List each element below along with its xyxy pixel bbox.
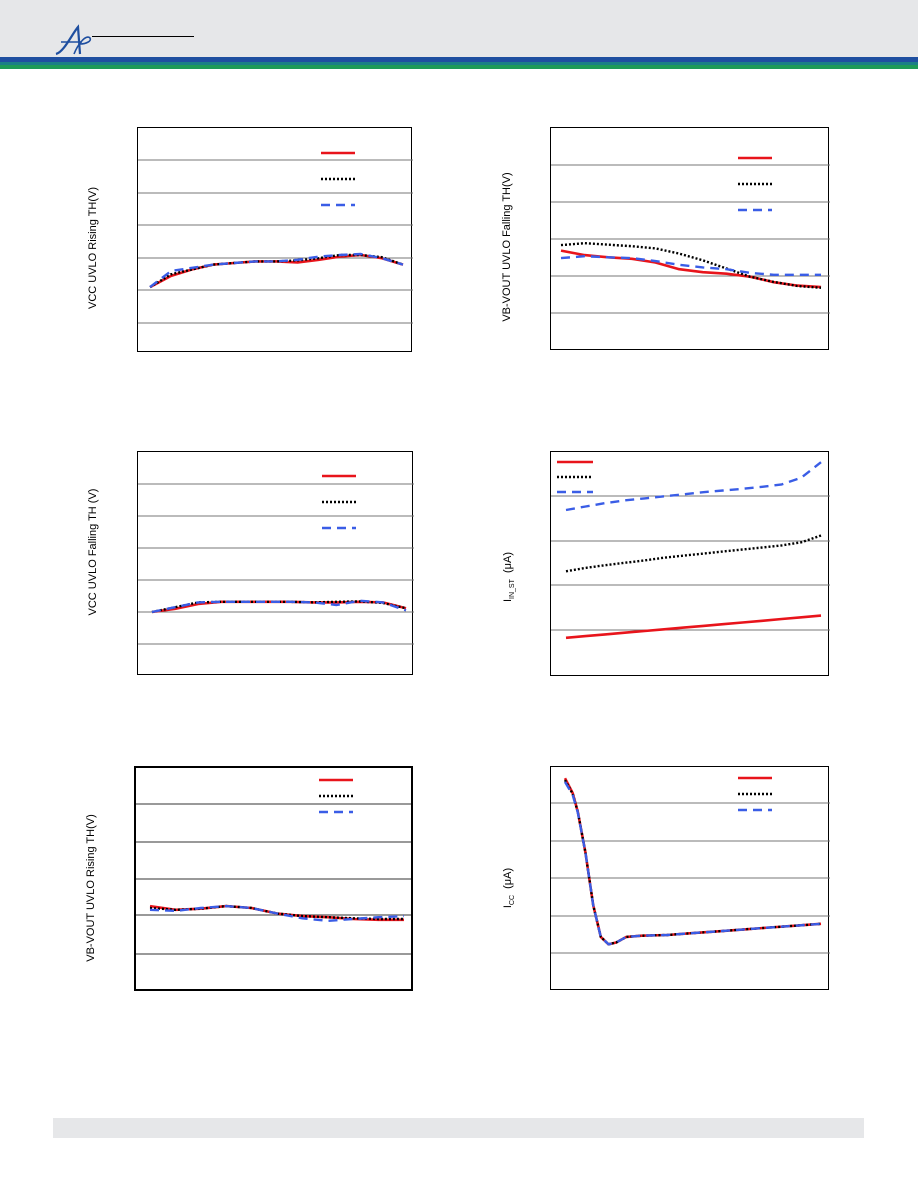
chart-vb-vout-uvlo-falling [551, 156, 830, 314]
y-axis-label: VCC UVLO Falling TH (V) [87, 488, 99, 616]
y-axis-label: ICC (μA) [502, 868, 516, 908]
plot-vcc-uvlo-falling [137, 451, 414, 675]
y-axis-label-subscript: IN_ST [509, 579, 517, 599]
header-rule [92, 36, 194, 37]
chart-iin-st [551, 460, 830, 640]
series-line [560, 254, 821, 277]
header-stripe-blue [0, 57, 918, 62]
series-line [560, 249, 822, 289]
chart-icc [551, 776, 830, 954]
series-line [560, 241, 822, 289]
chart-vcc-uvlo-rising [138, 151, 413, 324]
y-axis-label: IIN_ST (μA) [502, 552, 516, 602]
series-line [565, 614, 822, 640]
y-axis-label-main: I [501, 905, 514, 909]
y-axis-label-main: I [501, 598, 514, 603]
plot-vb-vout-uvlo-rising [134, 766, 413, 991]
plot-iin-st [550, 451, 830, 676]
series-line [149, 253, 404, 289]
y-axis-label: VB-VOUT UVLO Rising TH(V) [85, 814, 97, 962]
chart-vcc-uvlo-falling [138, 474, 414, 645]
series-line [565, 461, 822, 512]
y-axis-label: VB-VOUT UVLO Falling TH(V) [501, 172, 513, 322]
chart-vb-vout-uvlo-rising [136, 778, 411, 955]
series-line [151, 600, 407, 614]
series-line [563, 781, 822, 946]
series-line [563, 779, 822, 946]
header-band [0, 0, 918, 58]
y-axis-label-unit: (μA) [501, 867, 514, 889]
series-line [149, 904, 405, 923]
y-axis-label-subscript: CC [509, 894, 517, 906]
plot-icc [550, 766, 830, 990]
y-axis-label: VCC UVLO Rising TH(V) [87, 186, 99, 310]
plot-vcc-uvlo-rising [137, 127, 413, 352]
header-stripe-green [0, 65, 918, 69]
series-line [149, 252, 404, 289]
series-line [565, 534, 822, 573]
plot-vb-vout-uvlo-falling [550, 127, 830, 350]
brand-logo [55, 24, 92, 56]
y-axis-label-unit: (μA) [501, 551, 514, 573]
header-stripe-teal [0, 62, 918, 65]
series-line [151, 599, 407, 614]
footer-band [53, 1118, 864, 1138]
